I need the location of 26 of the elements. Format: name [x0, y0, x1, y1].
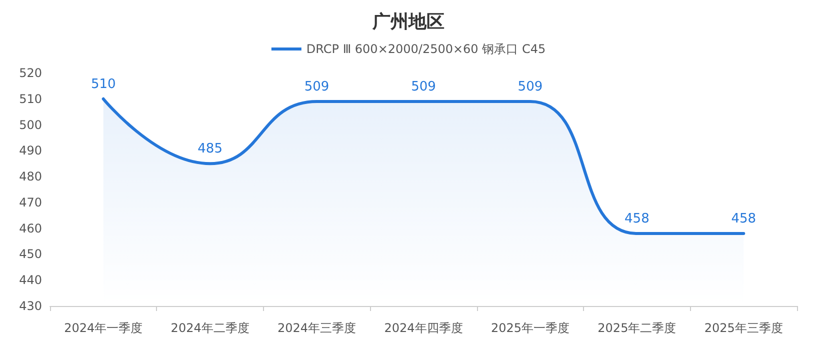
data-label: 509 — [518, 79, 543, 94]
x-tick-label: 2024年一季度 — [64, 321, 143, 335]
y-tick-label: 470 — [19, 195, 42, 210]
y-tick-label: 430 — [19, 299, 42, 313]
x-tick-label: 2025年一季度 — [490, 321, 570, 335]
y-tick-label: 490 — [19, 144, 42, 158]
y-tick-label: 450 — [19, 247, 42, 262]
data-label: 458 — [624, 212, 650, 227]
legend-label: DRCP Ⅲ 600×2000/2500×60 钢承口 C45 — [306, 42, 546, 56]
chart-title: 广州地区 — [372, 12, 444, 32]
y-tick-label: 460 — [19, 221, 42, 236]
x-tick-label: 2024年四季度 — [384, 321, 463, 335]
x-tick-label: 2025年三季度 — [704, 321, 783, 335]
data-label: 509 — [304, 79, 330, 94]
y-tick-label: 500 — [19, 118, 42, 132]
x-tick-label: 2024年二季度 — [170, 321, 250, 335]
y-tick-label: 510 — [19, 92, 42, 106]
data-label: 509 — [411, 79, 436, 94]
y-tick-label: 440 — [19, 273, 42, 288]
data-label: 485 — [198, 142, 222, 157]
y-tick-label: 480 — [19, 170, 42, 184]
y-tick-label: 520 — [19, 66, 42, 80]
data-label: 510 — [90, 76, 116, 92]
x-tick-label: 2025年二季度 — [598, 321, 676, 335]
data-label: 458 — [731, 212, 756, 227]
x-tick-label: 2024年三季度 — [278, 321, 356, 335]
